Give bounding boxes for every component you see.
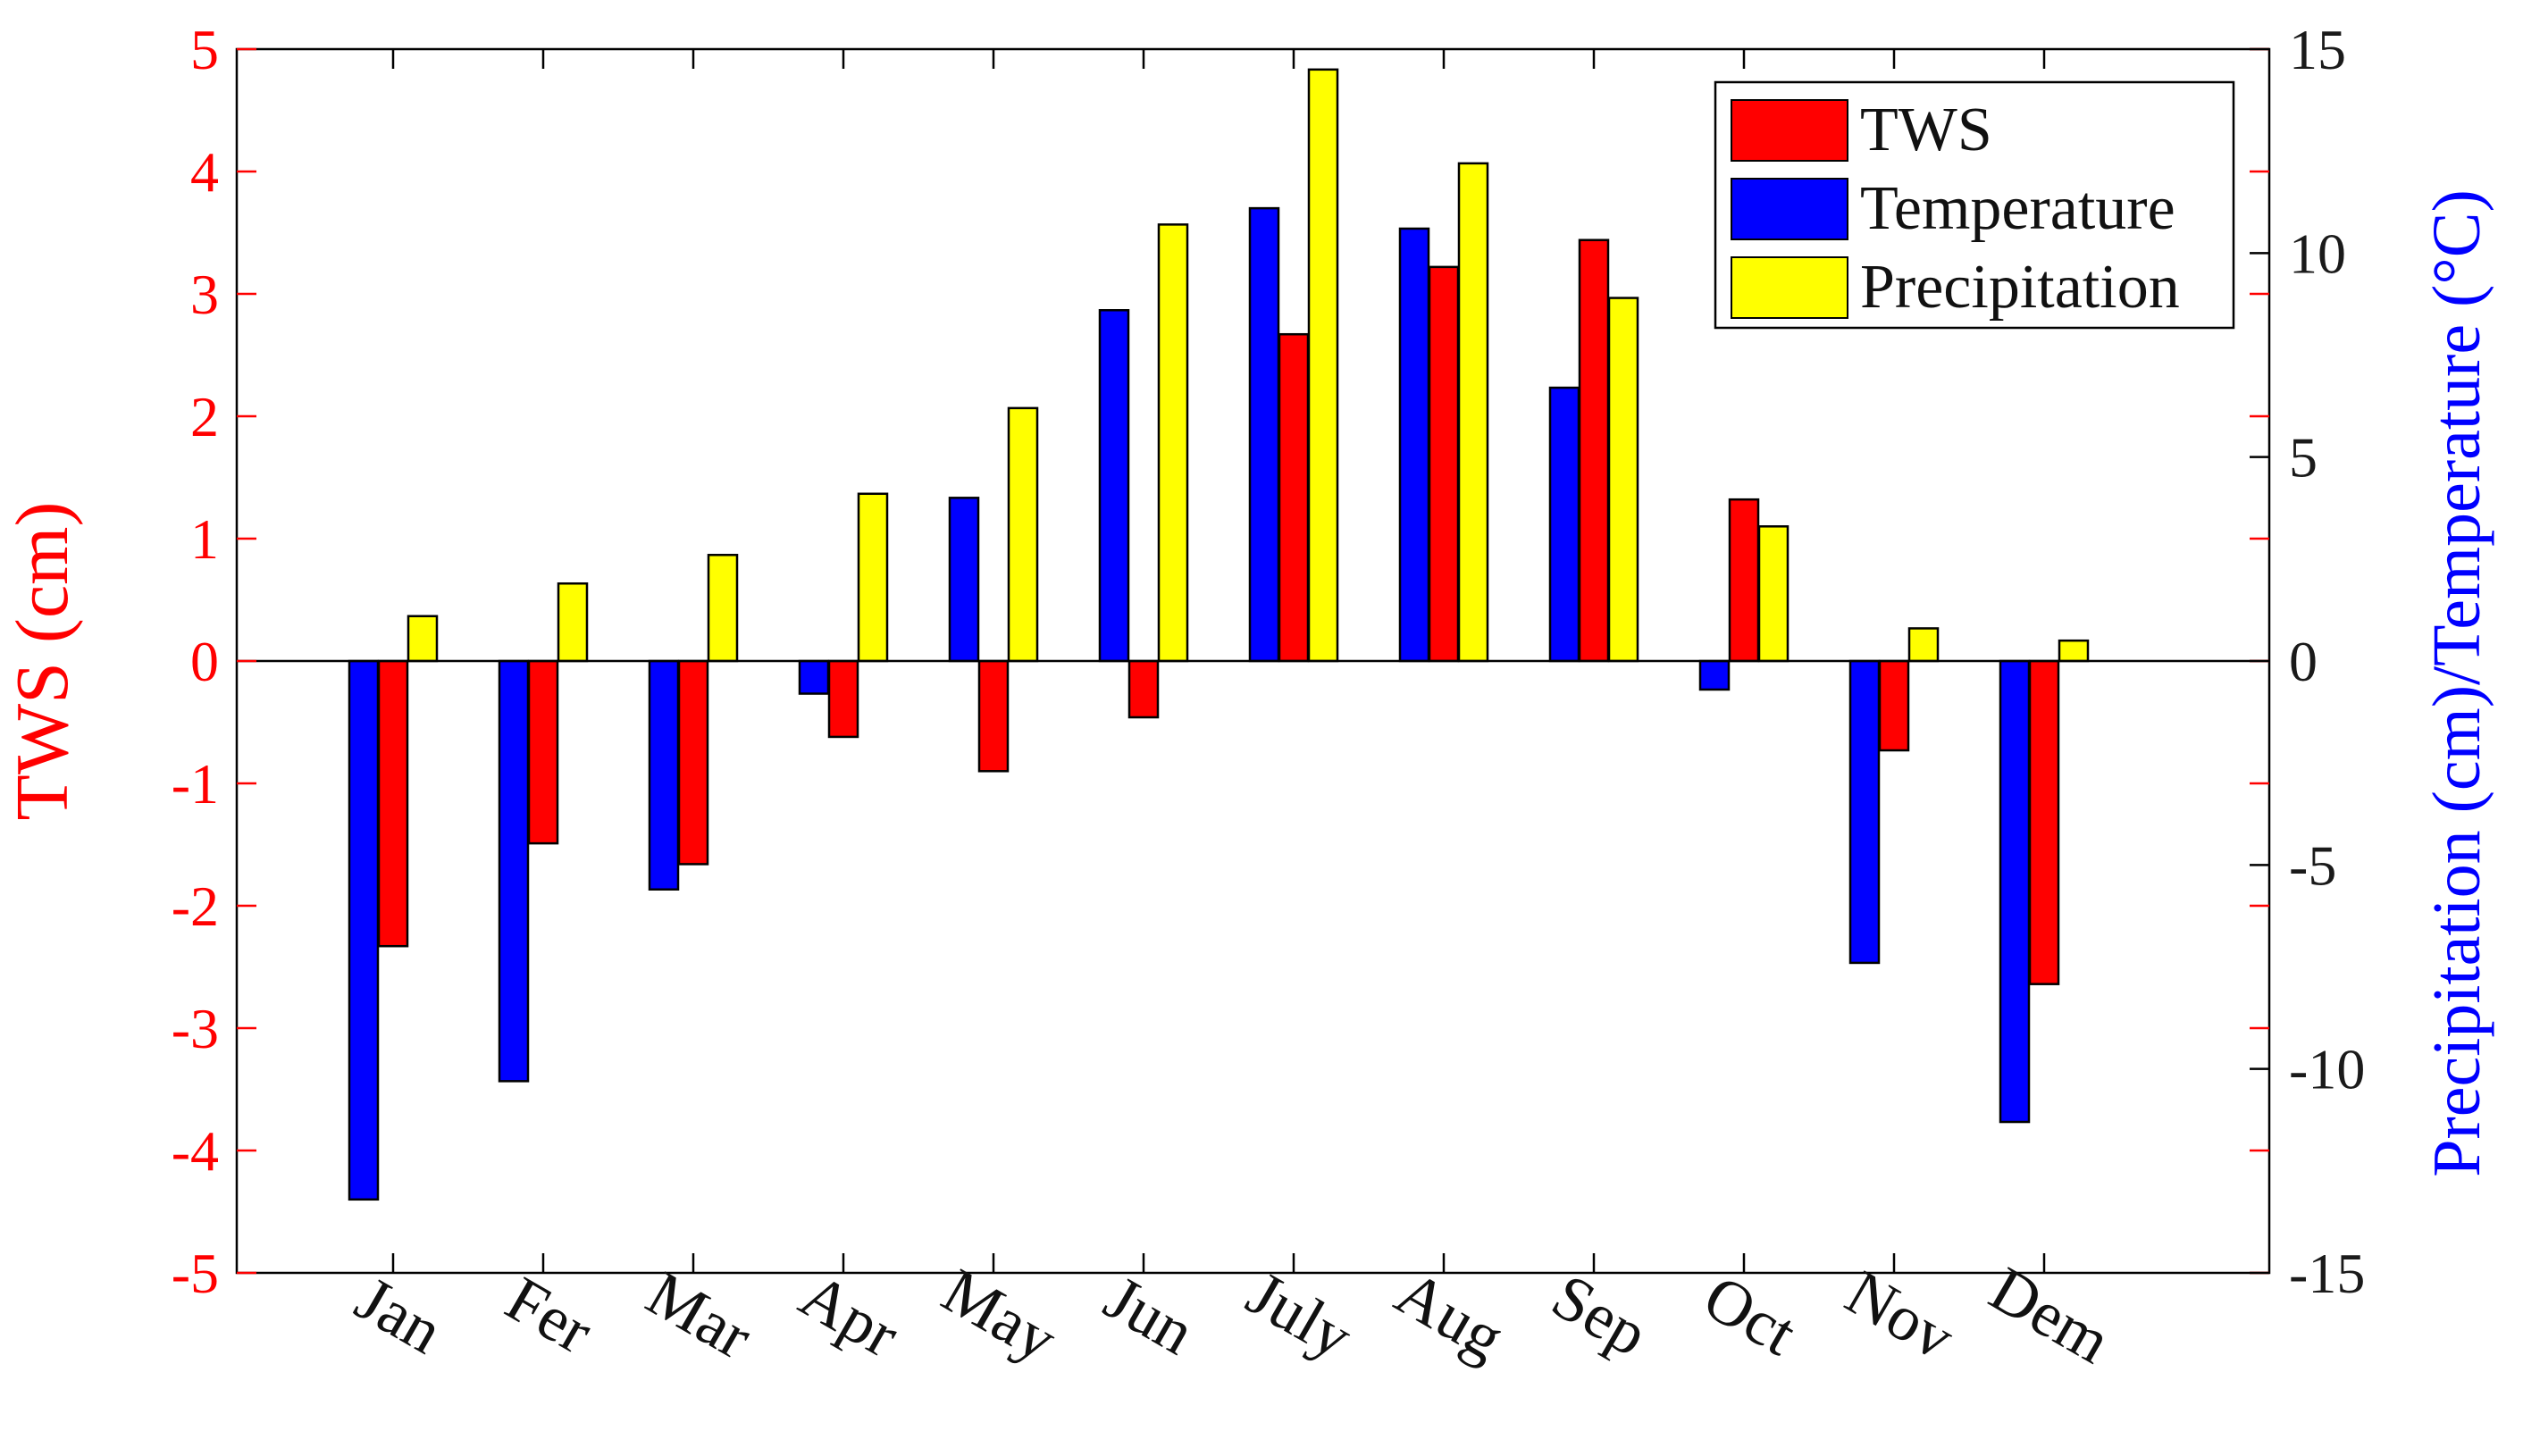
right-tick-label: 5 <box>2289 426 2318 490</box>
bar-tws-dem <box>2028 659 2060 985</box>
right-axis: 15 10 5 0 -5 -10 -15 <box>2250 18 2365 1305</box>
bar-tws-mar <box>677 659 709 866</box>
bar-precipitation-aug <box>1457 162 1489 663</box>
legend-swatch-precipitation <box>1731 256 1848 319</box>
x-tick-label-fer: Fer <box>494 1263 604 1368</box>
bar-temperature-mar <box>648 659 680 891</box>
bar-temperature-apr <box>798 659 830 695</box>
x-tick-label-aug: Aug <box>1384 1257 1515 1374</box>
bar-tws-fer <box>527 659 559 845</box>
left-tick-label: -4 <box>172 1119 219 1183</box>
x-tick-label-nov: Nov <box>1834 1257 1966 1374</box>
bar-temperature-july <box>1248 206 1280 663</box>
bar-temperature-nov <box>1848 659 1881 965</box>
bar-tws-sep <box>1578 238 1610 663</box>
bar-precipitation-mar <box>707 554 739 663</box>
x-tick-label-apr: Apr <box>789 1259 911 1371</box>
bar-tws-july <box>1278 332 1310 663</box>
left-tick-label: -3 <box>172 997 219 1060</box>
left-tick-label: 1 <box>190 507 219 571</box>
legend-label-temperature: Temperature <box>1860 174 2175 243</box>
bar-precipitation-july <box>1307 68 1339 663</box>
bar-temperature-sep <box>1548 386 1580 663</box>
right-tick-label: 0 <box>2289 630 2318 693</box>
x-tick-label-mar: Mar <box>635 1258 764 1373</box>
bar-tws-apr <box>827 659 859 739</box>
left-axis: 5 4 3 2 1 0 -1 -2 -3 -4 -5 <box>172 18 2269 1305</box>
bar-temperature-aug <box>1398 227 1430 663</box>
bar-temperature-fer <box>498 659 530 1083</box>
bar-tws-aug <box>1428 265 1460 663</box>
legend-swatch-tws <box>1731 99 1848 162</box>
x-tick-label-dem: Dem <box>1978 1253 2122 1377</box>
bar-tws-jan <box>377 659 409 948</box>
right-tick-label: 15 <box>2289 18 2346 81</box>
right-tick-label: -10 <box>2289 1038 2365 1101</box>
bar-precipitation-apr <box>857 492 889 663</box>
bar-precipitation-jun <box>1157 223 1189 663</box>
right-tick-label: 10 <box>2289 222 2346 285</box>
bar-temperature-may <box>948 497 980 663</box>
left-tick-label: -1 <box>172 752 219 816</box>
x-tick-label-jan: Jan <box>344 1263 454 1368</box>
left-tick-label: -5 <box>172 1242 219 1305</box>
left-tick-label: 4 <box>190 140 219 204</box>
bar-precipitation-nov <box>1907 627 1940 663</box>
x-tick-label-jun: Jun <box>1094 1262 1207 1368</box>
x-tick-label-july: July <box>1236 1258 1364 1373</box>
bar-tws-oct <box>1728 498 1760 663</box>
x-tick-label-sep: Sep <box>1540 1260 1660 1370</box>
left-tick-label: 5 <box>190 18 219 81</box>
left-axis-label: TWS (cm) <box>1 502 84 821</box>
left-tick-label: -2 <box>172 874 219 938</box>
left-tick-label: 2 <box>190 385 219 448</box>
left-tick-label: 3 <box>190 263 219 326</box>
bar-precipitation-may <box>1007 406 1039 663</box>
right-tick-label: -5 <box>2289 833 2336 897</box>
right-tick-label: -15 <box>2289 1242 2365 1305</box>
bar-temperature-jun <box>1098 309 1130 663</box>
bar-temperature-dem <box>1999 659 2031 1124</box>
bar-precipitation-dem <box>2058 639 2090 663</box>
x-tick-label-oct: Oct <box>1692 1261 1808 1369</box>
bar-tws-jun <box>1127 659 1160 719</box>
bar-temperature-jan <box>348 659 380 1201</box>
bar-precipitation-oct <box>1757 525 1790 663</box>
bar-precipitation-fer <box>557 582 589 663</box>
bar-precipitation-sep <box>1607 297 1639 663</box>
legend-swatch-temperature <box>1731 178 1848 240</box>
left-tick-label: 0 <box>190 630 219 693</box>
bar-tws-may <box>977 659 1010 773</box>
legend-label-tws: TWS <box>1860 96 1992 164</box>
bars-layer <box>348 68 2090 1201</box>
right-axis-label: Precipitation (cm)/Temperature (°C) <box>2419 189 2494 1177</box>
legend: TWS Temperature Precipitation <box>1714 80 2235 330</box>
bar-tws-nov <box>1878 659 1910 752</box>
bar-precipitation-jan <box>407 615 439 663</box>
legend-label-precipitation: Precipitation <box>1860 253 2180 322</box>
bar-temperature-oct <box>1698 659 1731 691</box>
